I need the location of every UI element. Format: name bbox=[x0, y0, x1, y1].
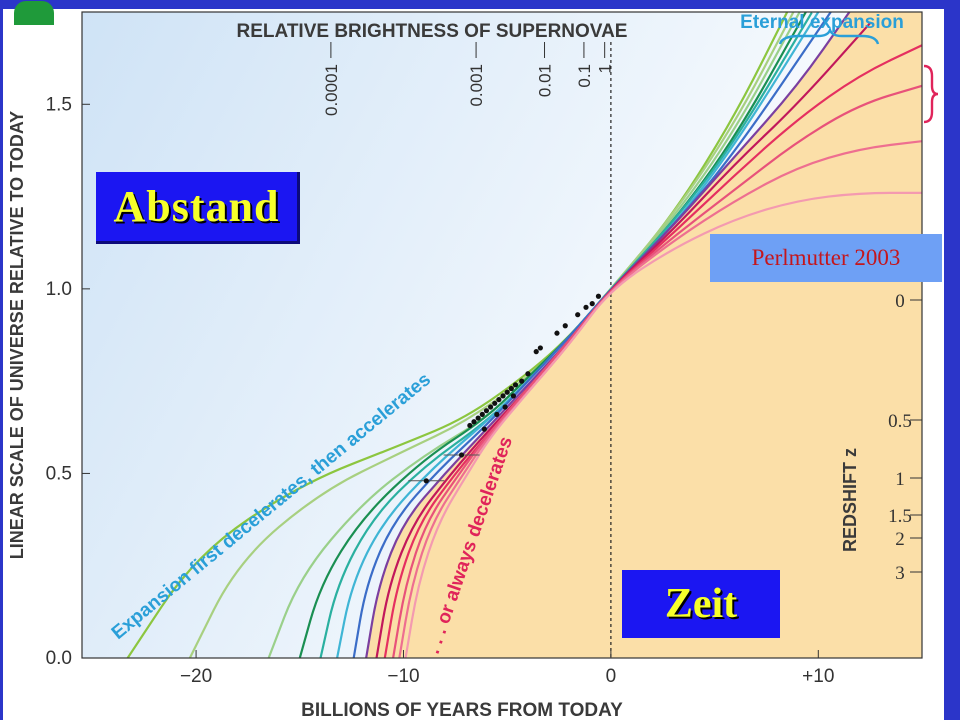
eventual-collapse-brace bbox=[923, 64, 939, 124]
brightness-tick-label-4: 1 bbox=[596, 64, 615, 73]
credit-label: Perlmutter 2003 bbox=[751, 245, 901, 270]
supernova-point-19 bbox=[475, 415, 481, 421]
x-axis-label: BILLIONS OF YEARS FROM TODAY bbox=[301, 700, 623, 720]
supernova-point-4 bbox=[562, 323, 568, 329]
supernova-point-26 bbox=[458, 452, 465, 458]
supernova-point-15 bbox=[492, 400, 498, 406]
credit-box: Perlmutter 2003 bbox=[710, 234, 942, 282]
eternal-expansion-brace bbox=[778, 26, 880, 45]
x-tick-label-2: 0 bbox=[606, 666, 617, 687]
left-strip bbox=[0, 0, 3, 720]
redshift-axis-label: REDSHIFT z bbox=[840, 448, 860, 552]
decelerating-curve-3 bbox=[392, 84, 922, 658]
decelerating-curve-5 bbox=[404, 191, 922, 658]
y-tick-label-1: 0.5 bbox=[46, 463, 72, 484]
accelerating-curve-6 bbox=[352, 12, 832, 658]
supernova-point-8 bbox=[525, 371, 531, 377]
supernova-point-16 bbox=[487, 404, 494, 410]
supernova-point-23 bbox=[494, 411, 500, 417]
supernova-point-12 bbox=[504, 389, 510, 395]
plot-area bbox=[126, 12, 922, 658]
supernova-point-22 bbox=[502, 404, 508, 410]
supernova-point-3 bbox=[575, 312, 581, 318]
supernova-point-20 bbox=[471, 419, 477, 425]
zeit-label: Zeit bbox=[664, 581, 738, 627]
supernova-point-2 bbox=[583, 304, 589, 310]
supernova-point-9 bbox=[519, 378, 525, 384]
chart-title: RELATIVE BRIGHTNESS OF SUPERNOVAE bbox=[237, 21, 628, 42]
brightness-tick-label-2: 0.01 bbox=[536, 64, 555, 97]
supernova-point-24 bbox=[510, 393, 517, 399]
supernova-point-14 bbox=[496, 397, 502, 403]
supernova-point-18 bbox=[479, 411, 485, 417]
supernova-point-27 bbox=[423, 478, 429, 484]
supernova-point-6 bbox=[537, 345, 543, 351]
redshift-tick-label-1: 0.5 bbox=[888, 411, 912, 432]
y-tick-label-3: 1.5 bbox=[46, 94, 72, 115]
supernova-point-5 bbox=[554, 330, 560, 336]
x-tick-label-0: −20 bbox=[180, 666, 212, 687]
accelerating-curve-0 bbox=[126, 12, 789, 658]
brightness-tick-label-0: 0.0001 bbox=[322, 64, 341, 116]
redshift-tick-label-0: 0 bbox=[895, 291, 905, 312]
supernova-point-11 bbox=[508, 385, 514, 392]
accelerating-curve-3 bbox=[298, 12, 807, 658]
abstand-box: Abstand bbox=[96, 172, 300, 244]
right-bar bbox=[944, 0, 960, 720]
x-tick-label-3: +10 bbox=[802, 666, 834, 687]
redshift-tick-label-3: 1.5 bbox=[888, 506, 912, 527]
top-bar bbox=[0, 0, 960, 9]
plot-frame bbox=[81, 11, 923, 659]
redshift-tick-label-2: 1 bbox=[895, 469, 905, 490]
supernova-point-0 bbox=[595, 293, 602, 299]
y-axis-label: LINEAR SCALE OF UNIVERSE RELATIVE TO TOD… bbox=[7, 111, 27, 559]
supernova-point-21 bbox=[467, 422, 473, 429]
zeit-box: Zeit bbox=[622, 570, 780, 638]
redshift-tick-label-4: 2 bbox=[895, 529, 905, 550]
supernova-point-25 bbox=[481, 426, 487, 432]
y-tick-label-2: 1.0 bbox=[46, 279, 72, 300]
brightness-tick-label-1: 0.001 bbox=[467, 64, 486, 107]
x-tick-label-1: −10 bbox=[387, 666, 419, 687]
supernova-point-17 bbox=[483, 408, 490, 414]
y-tick-label-0: 0.0 bbox=[46, 648, 72, 669]
supernova-point-1 bbox=[589, 301, 595, 307]
redshift-tick-label-5: 3 bbox=[895, 563, 905, 584]
top-badge bbox=[14, 1, 54, 25]
supernova-point-13 bbox=[500, 393, 506, 399]
supernova-point-7 bbox=[533, 349, 539, 355]
decelerate-region bbox=[366, 12, 922, 658]
supernova-point-10 bbox=[512, 382, 519, 388]
abstand-label: Abstand bbox=[113, 182, 280, 231]
eternal-expansion-label: Eternal expansion bbox=[740, 12, 904, 33]
brightness-tick-label-3: 0.1 bbox=[575, 64, 594, 88]
